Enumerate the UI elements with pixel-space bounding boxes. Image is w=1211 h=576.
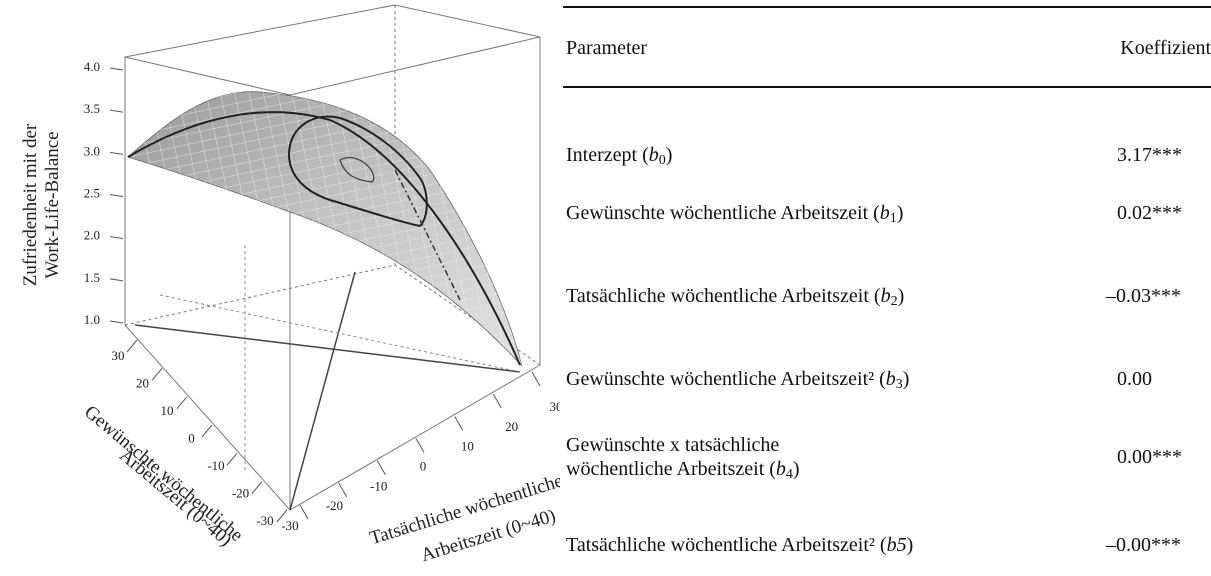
y-tick-label: 30 xyxy=(550,399,561,414)
parameter-cell: Gewünschte x tatsächliche wöchentliche A… xyxy=(566,433,866,487)
y-tick xyxy=(531,371,541,387)
z-tick xyxy=(109,151,124,155)
coefficient-symbol: b xyxy=(880,285,891,307)
parameter-label: Gewünschte wöchentliche Arbeitszeit ( xyxy=(566,202,880,224)
z-tick-label: 1.5 xyxy=(84,270,100,285)
parameter-label: Tatsächliche wöchentliche Arbeitszeit ( xyxy=(566,285,881,307)
x-tick-label: -30 xyxy=(256,513,273,528)
x-tick xyxy=(176,396,188,409)
top-rule xyxy=(563,6,1211,8)
parameter-cell: Gewünschte wöchentliche Arbeitszeit² (b3… xyxy=(566,367,1086,397)
coefficient-index: 0 xyxy=(658,153,666,168)
coefficient-symbol: b xyxy=(885,368,896,390)
y-tick xyxy=(338,482,348,498)
coefficient-symbol: b xyxy=(648,144,659,166)
y-tick xyxy=(492,393,502,409)
x-tick-label: 30 xyxy=(112,348,125,363)
x-tick xyxy=(251,481,263,494)
coefficient-index: 3 xyxy=(895,377,903,392)
coefficient-value: –0.00*** xyxy=(1106,534,1181,556)
parameter-cell: Tatsächliche wöchentliche Arbeitszeit² (… xyxy=(566,533,1086,557)
z-tick xyxy=(109,236,124,240)
z-tick-label: 1.0 xyxy=(84,312,100,327)
y-tick xyxy=(299,504,309,520)
parameter-label: Tatsächliche wöchentliche Arbeitszeit² ( xyxy=(566,534,887,556)
z-tick xyxy=(109,109,124,113)
z-tick xyxy=(109,67,124,71)
parameter-close: ) xyxy=(896,202,904,224)
z-tick-label: 2.0 xyxy=(84,228,100,243)
y-tick-label: 0 xyxy=(420,458,427,473)
y-tick-label: -10 xyxy=(370,478,387,493)
surface xyxy=(127,91,523,367)
x-tick xyxy=(276,509,288,523)
z-tick xyxy=(109,194,124,197)
x-tick xyxy=(126,339,138,353)
z-tick-label: 3.0 xyxy=(84,143,100,158)
coefficient-value: 0.00 xyxy=(1117,368,1152,390)
parameter-cell: Tatsächliche wöchentliche Arbeitszeit (b… xyxy=(566,284,1086,314)
parameter-close: ) xyxy=(902,368,910,390)
parameter-close: ) xyxy=(897,285,905,307)
coefficient-value: 3.17*** xyxy=(1117,144,1182,166)
z-axis-label: Zufriedenheit mit der xyxy=(20,123,41,286)
coefficient-symbol: b xyxy=(775,458,786,480)
y-tick xyxy=(376,460,386,475)
parameter-close: ) xyxy=(792,458,800,480)
coefficient-value: 0.02*** xyxy=(1117,202,1182,224)
y-tick-label: 10 xyxy=(461,439,474,454)
coefficient-index: 4 xyxy=(785,467,793,482)
y-tick xyxy=(415,438,425,453)
parameter-cell: Gewünschte wöchentliche Arbeitszeit (b1) xyxy=(566,201,1086,231)
z-tick-label: 3.5 xyxy=(84,101,100,116)
x-tick-label: 0 xyxy=(188,430,195,445)
parameter-label: Gewünschte wöchentliche Arbeitszeit² ( xyxy=(566,368,886,390)
parameter-label: Gewünschte x tatsächliche wöchentliche A… xyxy=(566,434,780,480)
x-tick-label: 10 xyxy=(161,403,174,418)
z-tick-label: 4.0 xyxy=(84,59,100,74)
coefficient-index: 2 xyxy=(890,294,898,309)
x-tick-label: -20 xyxy=(232,485,249,500)
surface-plot: 4.0 3.5 3.0 2.5 2.0 1.5 1.0 30 20 10 0 -10 -20 -30 -30… xyxy=(20,4,561,566)
x-tick xyxy=(201,424,213,438)
coefficient-value: –0.03*** xyxy=(1106,285,1181,307)
y-tick-label: 20 xyxy=(505,419,518,434)
z-tick xyxy=(109,278,124,282)
coefficient-symbol: b5 xyxy=(886,534,907,556)
x-tick xyxy=(151,368,163,381)
header-coefficient: Koeffizient xyxy=(1120,37,1211,59)
x-tick-label: -10 xyxy=(207,458,224,473)
coefficient-value: 0.00*** xyxy=(1117,446,1182,468)
header-parameter: Parameter xyxy=(566,37,648,59)
x-tick-label: 20 xyxy=(136,375,149,390)
y-tick-label: -30 xyxy=(281,518,298,533)
x-tick xyxy=(226,453,238,466)
parameter-label: Interzept ( xyxy=(566,144,649,166)
parameter-cell: Interzept (b0) xyxy=(566,143,1086,173)
header-rule xyxy=(563,86,1211,88)
z-axis-label: Work-Life-Balance xyxy=(42,131,63,278)
y-tick xyxy=(454,416,464,431)
parameter-close: ) xyxy=(906,534,914,556)
coefficient-symbol: b xyxy=(879,202,890,224)
coefficient-index: 1 xyxy=(889,211,897,226)
z-tick xyxy=(109,320,124,324)
y-tick-label: -20 xyxy=(326,498,343,513)
parameter-close: ) xyxy=(665,144,673,166)
z-tick-label: 2.5 xyxy=(84,185,100,200)
